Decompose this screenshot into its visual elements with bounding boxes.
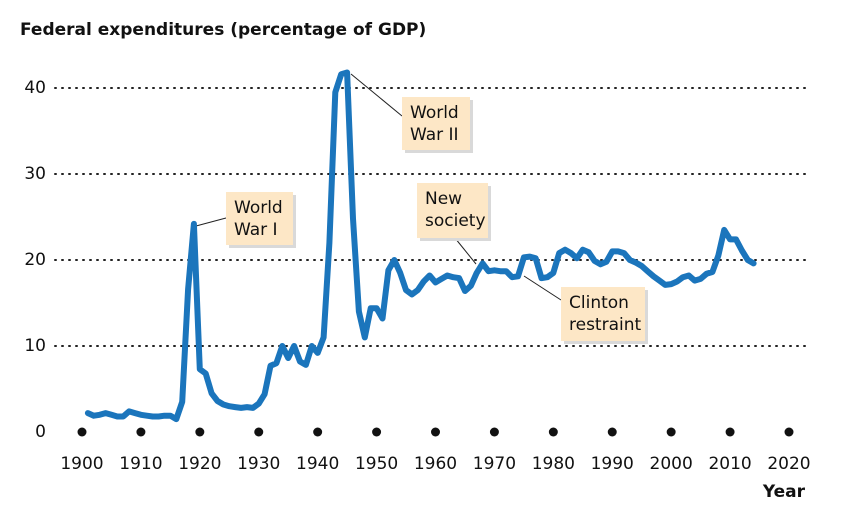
x-tick-label: 1940 — [296, 454, 339, 474]
x-tick-label: 1990 — [591, 454, 634, 474]
x-tick-label: 2000 — [650, 454, 693, 474]
x-tick-label: 1910 — [119, 454, 162, 474]
annotation-text: Clinton — [569, 293, 629, 313]
x-tick-label: 1920 — [178, 454, 221, 474]
chart-title: Federal expenditures (percentage of GDP) — [20, 20, 426, 40]
annotation-text: World — [234, 198, 283, 218]
x-axis-label: Year — [762, 482, 806, 502]
x-tick-dot — [313, 427, 323, 437]
y-tick-label: 40 — [24, 78, 46, 98]
x-tick-dot — [195, 427, 205, 437]
x-tick-label: 2010 — [708, 454, 751, 474]
y-tick-label: 20 — [24, 250, 46, 270]
x-tick-dot — [254, 427, 264, 437]
y-tick-label: 30 — [24, 164, 46, 184]
x-tick-dot — [725, 427, 735, 437]
annotation-text: World — [410, 103, 459, 123]
x-tick-dot — [136, 427, 146, 437]
x-tick-dot — [489, 427, 499, 437]
x-tick-label: 2020 — [767, 454, 810, 474]
x-tick-label: 1970 — [473, 454, 516, 474]
x-tick-dot — [372, 427, 382, 437]
y-tick-label: 10 — [24, 336, 46, 356]
annotation-leader — [523, 275, 562, 301]
annotation-text: New — [425, 189, 462, 209]
annotation-box — [226, 192, 293, 245]
x-tick-dot — [666, 427, 676, 437]
x-tick-label: 1930 — [237, 454, 280, 474]
annotation-box — [402, 97, 470, 150]
annotation-box — [561, 287, 645, 341]
x-tick-label: 1960 — [414, 454, 457, 474]
annotation-text: society — [425, 211, 486, 231]
series-line — [84, 69, 757, 423]
annotation-box — [417, 183, 488, 238]
x-tick-dot — [607, 427, 617, 437]
annotation-text: restraint — [569, 315, 642, 335]
x-tick-label: 1950 — [355, 454, 398, 474]
annotation-leader — [454, 237, 477, 265]
x-tick-dot — [548, 427, 558, 437]
annotation-leader — [350, 73, 403, 117]
y-tick-label: 0 — [35, 422, 46, 442]
x-tick-label: 1900 — [60, 454, 103, 474]
x-tick-dot — [784, 427, 794, 437]
annotation-leader — [195, 217, 227, 227]
x-tick-label: 1980 — [532, 454, 575, 474]
annotation-text: War II — [410, 125, 459, 145]
annotation-text: War I — [234, 220, 278, 240]
x-tick-dot — [431, 427, 440, 437]
x-tick-dot — [77, 427, 87, 437]
